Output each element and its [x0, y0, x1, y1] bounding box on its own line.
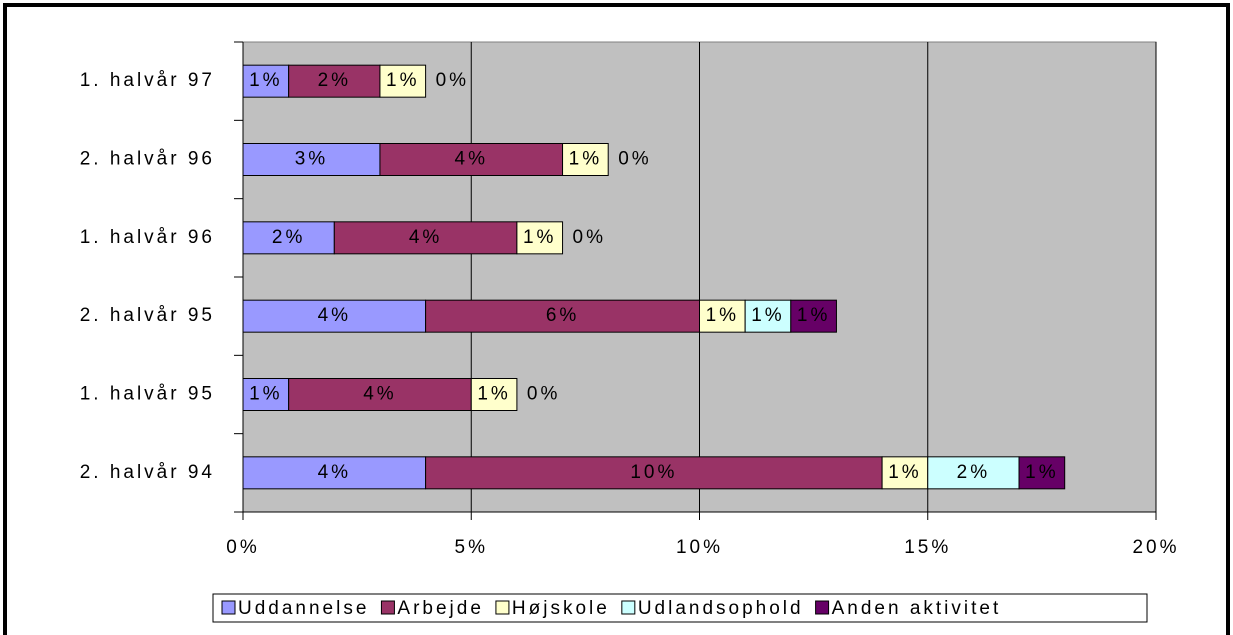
- data-label: 1%: [797, 305, 830, 326]
- data-label: 1%: [523, 227, 556, 248]
- data-label: 10%: [630, 462, 677, 483]
- legend-swatch: [495, 600, 510, 615]
- data-label: 0%: [573, 227, 606, 248]
- y-tick-label: 1. halvår 97: [80, 70, 215, 91]
- data-label: 1%: [569, 149, 602, 170]
- legend-label: Anden aktivitet: [832, 598, 1002, 619]
- bar-segment: [242, 143, 381, 176]
- data-label: 4%: [318, 305, 351, 326]
- bar-segment: [242, 64, 290, 98]
- data-label: 4%: [455, 149, 488, 170]
- bar-segment: [379, 143, 564, 176]
- bar-segment: [288, 378, 472, 411]
- bar-segment: [425, 456, 883, 490]
- bar-segment: [927, 456, 1020, 490]
- bar-segment: [790, 299, 837, 333]
- bar-segment: [562, 143, 609, 176]
- data-label: 4%: [318, 462, 351, 483]
- data-label: 2%: [318, 70, 351, 91]
- x-tick-label: 10%: [676, 537, 723, 558]
- bar-segment: [516, 221, 564, 255]
- x-tick-label: 5%: [455, 537, 488, 558]
- y-tick-label: 1. halvår 96: [80, 227, 215, 248]
- bar-segment: [699, 299, 746, 333]
- legend-label: Højskole: [512, 598, 610, 619]
- bar-segment: [425, 299, 700, 333]
- legend-swatch: [221, 600, 236, 615]
- data-label: 1%: [249, 70, 282, 91]
- bar-segment: [333, 221, 518, 255]
- data-label: 1%: [249, 384, 282, 405]
- data-label: 2%: [272, 227, 305, 248]
- legend-swatch: [815, 600, 830, 615]
- legend-box: [212, 593, 1148, 623]
- data-label: 0%: [618, 149, 651, 170]
- data-label: 2%: [957, 462, 990, 483]
- bar-segment: [881, 456, 929, 490]
- legend-label: Arbejde: [397, 598, 484, 619]
- data-label: 1%: [1025, 462, 1058, 483]
- data-label: 1%: [706, 305, 739, 326]
- bar-segment: [1018, 456, 1066, 490]
- data-label: 1%: [477, 384, 510, 405]
- data-label: 1%: [386, 70, 419, 91]
- bar-segment: [242, 221, 335, 255]
- bar-segment: [242, 299, 427, 333]
- y-tick-label: 1. halvår 95: [80, 384, 215, 405]
- data-label: 3%: [295, 149, 328, 170]
- data-label: 6%: [546, 305, 579, 326]
- x-tick-label: 0%: [226, 537, 259, 558]
- legend-swatch: [621, 600, 636, 615]
- legend-label: Udlandsophold: [638, 598, 804, 619]
- data-label: 0%: [527, 384, 560, 405]
- legend-label: Uddannelse: [238, 598, 369, 619]
- y-tick-label: 2. halvår 95: [80, 305, 215, 326]
- bar-segment: [242, 378, 290, 411]
- x-tick-label: 15%: [904, 537, 951, 558]
- bar-segment: [470, 378, 518, 411]
- y-tick-label: 2. halvår 96: [80, 149, 215, 170]
- bar-segment: [288, 64, 381, 98]
- y-tick-label: 2. halvår 94: [80, 462, 215, 483]
- data-label: 1%: [888, 462, 921, 483]
- x-tick-label: 20%: [1132, 537, 1179, 558]
- legend-swatch: [380, 600, 395, 615]
- bar-segment: [379, 64, 427, 98]
- data-label: 4%: [363, 384, 396, 405]
- bar-segment: [744, 299, 792, 333]
- data-label: 4%: [409, 227, 442, 248]
- data-label: 0%: [436, 70, 469, 91]
- data-label: 1%: [751, 305, 784, 326]
